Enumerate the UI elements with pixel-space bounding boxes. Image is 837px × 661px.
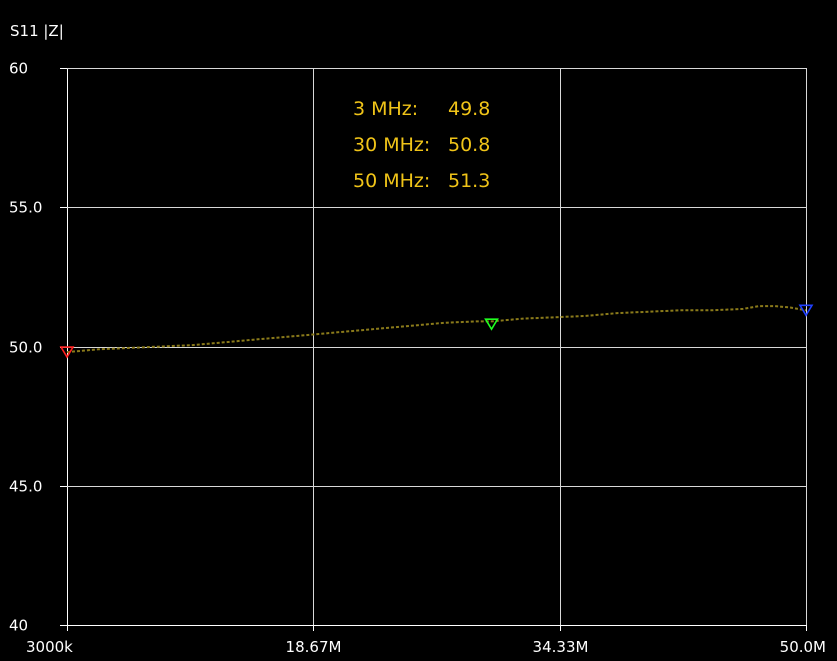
y-tick-label: 45.0 <box>9 478 42 496</box>
trace <box>66 305 807 354</box>
y-tick-label: 55.0 <box>9 199 42 217</box>
marker-readouts: 3 MHz: 49.8 30 MHz: 50.8 50 MHz: 51.3 <box>353 98 490 192</box>
readout-3-value: 51.3 <box>448 170 490 192</box>
marker-3-triangle[interactable] <box>798 304 814 317</box>
labels: S11 |Z| 3000k 18.67M 34.33M 50.0M 40 45.0 50.0… <box>9 22 826 656</box>
readout-1-value: 49.8 <box>448 98 490 120</box>
marker-2-triangle[interactable] <box>484 318 499 331</box>
markers <box>59 304 814 359</box>
impedance-trace <box>66 305 807 354</box>
y-tick-label: 60 <box>9 60 28 78</box>
x-tick-label: 34.33M <box>533 638 589 656</box>
readout-2-value: 50.8 <box>448 134 490 156</box>
readout-1-label: 3 MHz: <box>353 98 418 120</box>
grid <box>60 68 807 631</box>
x-tick-label: 50.0M <box>780 638 826 656</box>
readout-2-label: 30 MHz: <box>353 134 430 156</box>
marker-1-triangle[interactable] <box>59 346 75 359</box>
y-tick-label: 40 <box>9 617 28 635</box>
readout-3-label: 50 MHz: <box>353 170 430 192</box>
x-tick-label: 18.67M <box>286 638 342 656</box>
y-tick-label: 50.0 <box>9 339 42 357</box>
chart-title: S11 |Z| <box>10 22 64 40</box>
x-tick-label: 3000k <box>26 638 73 656</box>
